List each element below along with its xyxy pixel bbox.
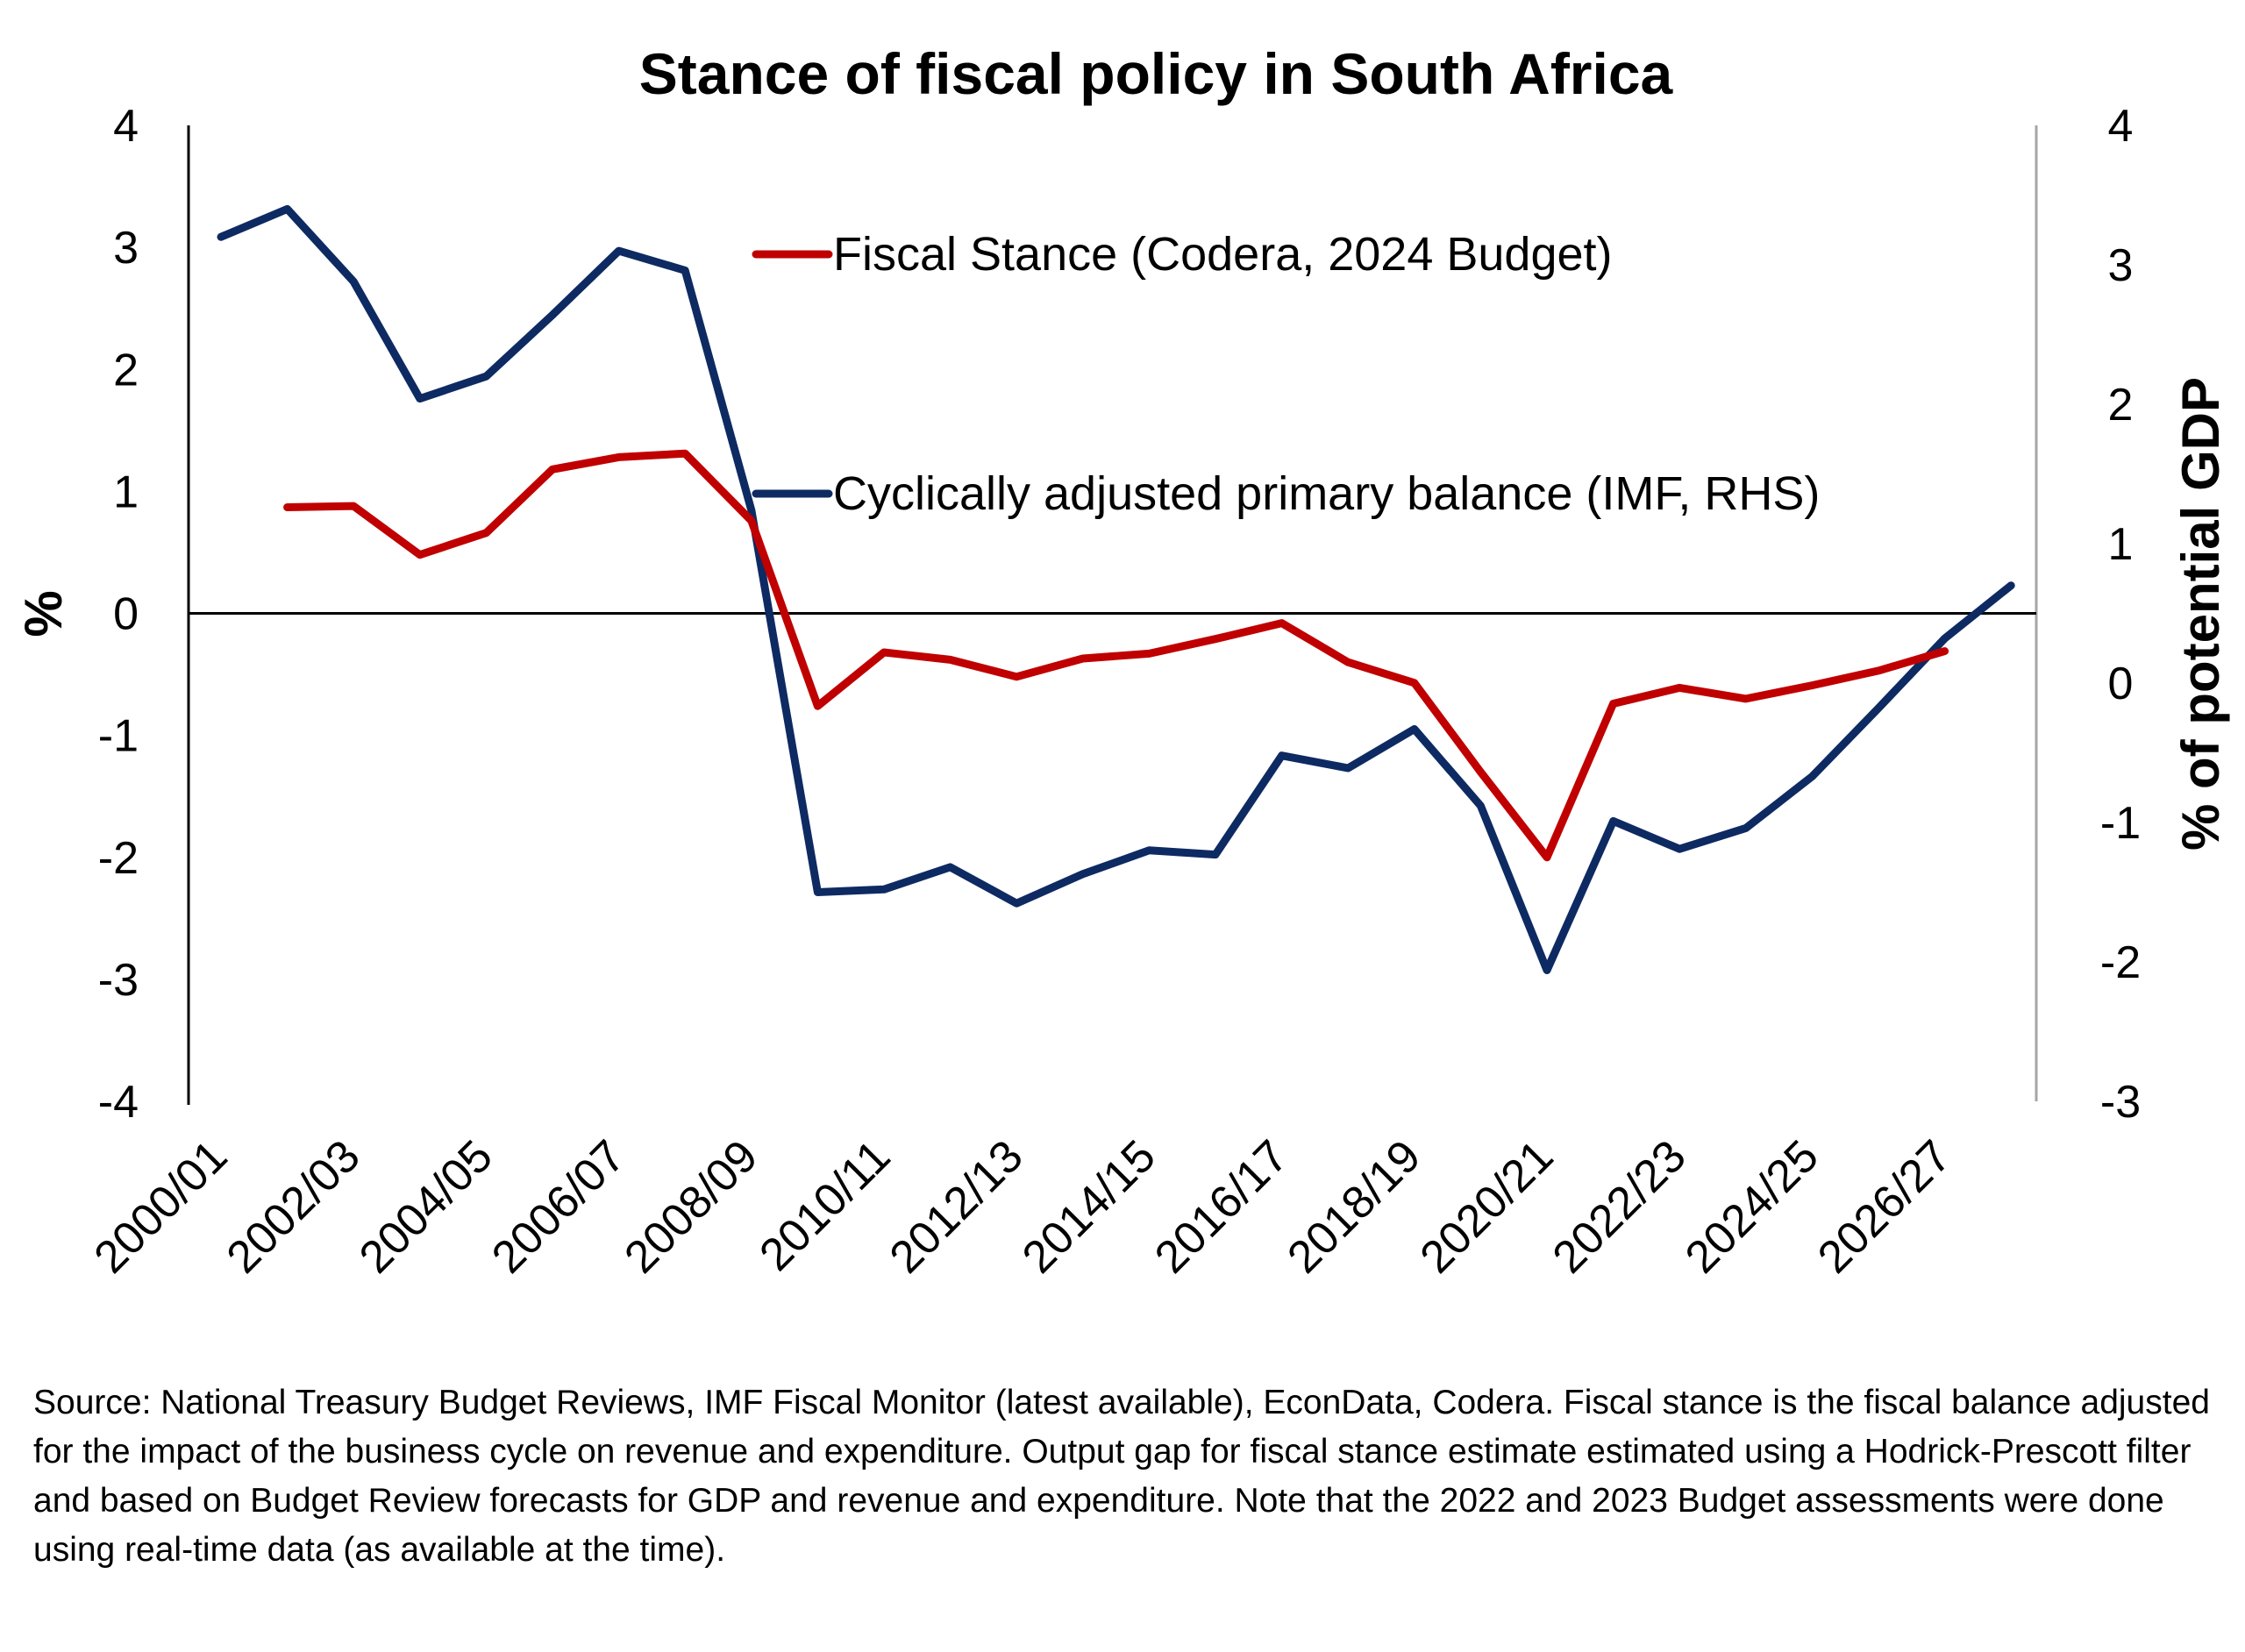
x-tick-label: 2024/25 [1676, 1130, 1828, 1283]
legend-label: Cyclically adjusted primary balance (IMF… [833, 467, 1820, 520]
x-tick-label: 2016/17 [1145, 1130, 1298, 1283]
x-tick-label: 2000/01 [85, 1130, 238, 1283]
left-tick-label: -2 [98, 833, 139, 884]
x-tick-label: 2002/03 [217, 1130, 370, 1283]
left-tick-label: -4 [98, 1077, 139, 1128]
left-tick-label: -1 [98, 711, 139, 762]
left-tick-label: -3 [98, 955, 139, 1006]
x-tick-label: 2018/19 [1278, 1130, 1430, 1283]
source-note: Source: National Treasury Budget Reviews… [33, 1384, 2210, 1569]
series-lines [217, 204, 2015, 974]
right-tick-label: -3 [2100, 1077, 2141, 1128]
left-tick-label: 0 [113, 589, 139, 640]
right-tick-label: 4 [2108, 101, 2134, 152]
right-tick-label: 3 [2108, 240, 2134, 291]
x-tick-label: 2020/21 [1411, 1130, 1564, 1283]
x-tick-label: 2014/15 [1013, 1130, 1165, 1283]
chart-title: Stance of fiscal policy in South Africa [639, 41, 1674, 106]
right-tick-label: 2 [2108, 380, 2134, 431]
x-tick-label: 2012/13 [880, 1130, 1033, 1283]
fiscal-stance-line [283, 449, 1949, 862]
left-tick-label: 2 [113, 345, 139, 395]
x-tick-label: 2006/07 [482, 1130, 635, 1283]
left-tick-label: 4 [113, 101, 139, 152]
right-y-axis: 4 3 2 1 0 -1 -2 -3 [2035, 101, 2141, 1128]
left-tick-label: 1 [113, 466, 139, 517]
legend: Fiscal Stance (Codera, 2024 Budget) Cycli… [752, 228, 1820, 520]
x-tick-label: 2022/23 [1543, 1130, 1696, 1283]
chart-container: Stance of fiscal policy in South Africa … [14, 41, 2230, 1283]
legend-label: Fiscal Stance (Codera, 2024 Budget) [833, 228, 1613, 281]
cyclically-adjusted-balance-line [217, 204, 2015, 974]
right-tick-label: -2 [2100, 937, 2141, 988]
right-tick-label: 1 [2108, 519, 2134, 570]
x-tick-label: 2026/27 [1808, 1130, 1961, 1283]
x-tick-label: 2004/05 [350, 1130, 502, 1283]
right-axis-title: % of potential GDP [2171, 377, 2230, 851]
x-axis: 2000/012002/032004/052006/072008/092010/… [85, 1130, 1962, 1283]
right-tick-label: -1 [2100, 798, 2141, 849]
x-tick-label: 2008/09 [615, 1130, 767, 1283]
x-tick-label: 2010/11 [750, 1130, 900, 1280]
left-axis-title: % [14, 590, 73, 637]
fiscal-policy-line-chart: Stance of fiscal policy in South Africa … [14, 41, 2230, 1283]
left-tick-label: 3 [113, 223, 139, 274]
left-y-axis: 4 3 2 1 0 -1 -2 -3 -4 [98, 101, 190, 1128]
right-tick-label: 0 [2108, 659, 2134, 709]
